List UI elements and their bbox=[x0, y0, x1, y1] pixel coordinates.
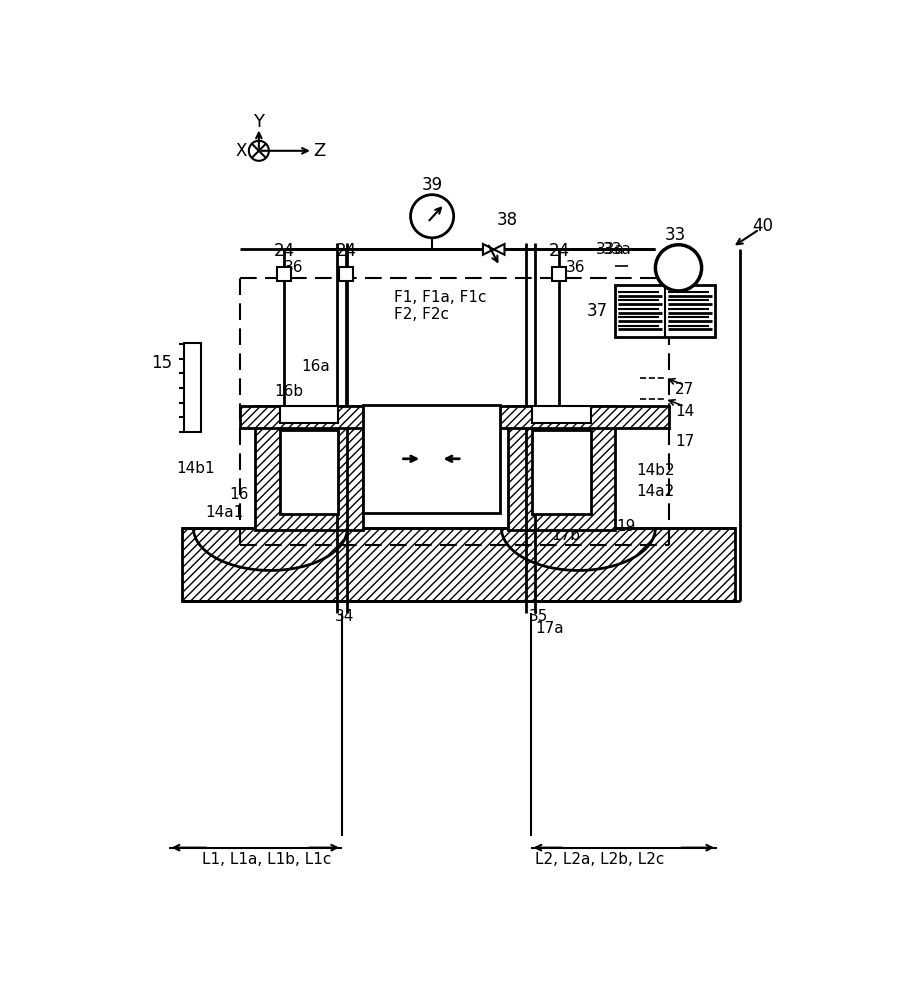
Text: 16a: 16a bbox=[301, 359, 330, 374]
Bar bbox=[532, 430, 591, 514]
Text: L2, L2a, L2b, L2c: L2, L2a, L2b, L2c bbox=[535, 852, 665, 867]
Text: 17a: 17a bbox=[535, 621, 563, 636]
Text: 36: 36 bbox=[565, 260, 585, 275]
Text: 39: 39 bbox=[422, 176, 443, 194]
Text: F2, F2c: F2, F2c bbox=[394, 307, 448, 322]
Bar bbox=[339, 267, 352, 281]
Bar bbox=[532, 406, 591, 423]
Polygon shape bbox=[483, 244, 494, 255]
Text: 26: 26 bbox=[645, 414, 665, 429]
Text: F1, F1a, F1c: F1, F1a, F1c bbox=[394, 290, 486, 305]
Polygon shape bbox=[494, 244, 505, 255]
Bar bbox=[184, 343, 201, 432]
Circle shape bbox=[411, 195, 454, 238]
Text: 14: 14 bbox=[675, 404, 694, 419]
Text: 40: 40 bbox=[752, 217, 773, 235]
Bar bbox=[239, 406, 669, 428]
Text: Z: Z bbox=[313, 142, 325, 160]
Text: 14a1: 14a1 bbox=[205, 505, 244, 520]
Text: 38: 38 bbox=[497, 211, 519, 229]
Bar bbox=[279, 406, 338, 423]
Text: 16: 16 bbox=[229, 487, 249, 502]
Text: 24: 24 bbox=[335, 242, 356, 260]
Text: 37: 37 bbox=[586, 302, 608, 320]
Text: 14a2: 14a2 bbox=[636, 484, 675, 499]
Text: 14b2: 14b2 bbox=[636, 463, 675, 478]
Text: 17: 17 bbox=[675, 434, 694, 449]
Text: 14b1: 14b1 bbox=[176, 461, 215, 476]
Text: 24: 24 bbox=[549, 242, 570, 260]
Text: 35: 35 bbox=[529, 609, 548, 624]
Text: L1, L1a, L1b, L1c: L1, L1a, L1b, L1c bbox=[202, 852, 331, 867]
Bar bbox=[362, 405, 500, 513]
Text: 34: 34 bbox=[335, 609, 354, 624]
Text: Y: Y bbox=[254, 113, 265, 131]
Bar bbox=[255, 406, 362, 530]
Text: 33a: 33a bbox=[595, 242, 624, 257]
Text: 27: 27 bbox=[675, 382, 694, 397]
Text: X: X bbox=[236, 142, 247, 160]
Bar bbox=[508, 406, 615, 530]
Circle shape bbox=[656, 245, 701, 291]
Bar bbox=[615, 285, 716, 337]
Text: 36: 36 bbox=[284, 260, 303, 275]
Circle shape bbox=[249, 141, 268, 161]
Bar bbox=[279, 430, 338, 514]
Text: 19: 19 bbox=[616, 519, 635, 534]
Bar bbox=[182, 528, 735, 601]
Bar bbox=[278, 267, 291, 281]
Text: 15: 15 bbox=[151, 354, 172, 372]
Text: 33: 33 bbox=[665, 227, 686, 244]
Text: 24: 24 bbox=[274, 242, 295, 260]
Text: 33a: 33a bbox=[603, 242, 632, 257]
Text: 17b: 17b bbox=[551, 528, 581, 543]
Text: 16b: 16b bbox=[274, 384, 303, 399]
Bar bbox=[552, 267, 566, 281]
